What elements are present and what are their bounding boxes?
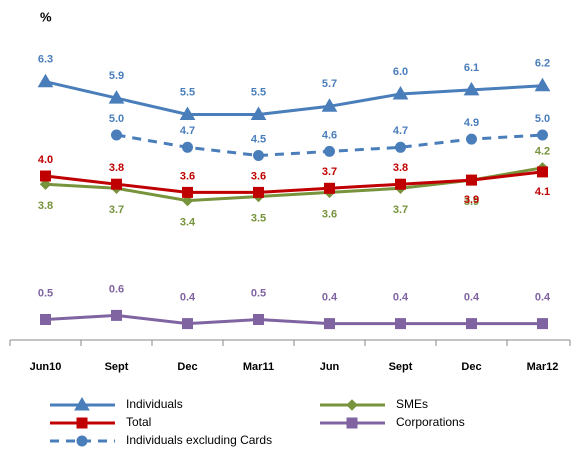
- data-label: 5.5: [251, 86, 266, 98]
- legend-label: Individuals excluding Cards: [126, 433, 272, 447]
- data-point: [111, 129, 122, 141]
- x-tick-label: Jun: [320, 361, 340, 373]
- data-label: 4.7: [180, 125, 195, 137]
- x-tick-label: Dec: [461, 361, 481, 373]
- data-point: [324, 318, 335, 330]
- data-label: 5.7: [322, 78, 337, 90]
- data-label: 3.8: [393, 162, 408, 174]
- data-label: 0.4: [322, 292, 338, 304]
- y-axis-label: %: [40, 9, 52, 24]
- data-point: [253, 150, 264, 161]
- data-point: [179, 106, 196, 120]
- data-point: [321, 98, 338, 112]
- data-label: 3.6: [180, 170, 195, 182]
- data-point: [39, 178, 52, 190]
- data-label: 4.9: [464, 117, 479, 129]
- data-label: 4.6: [322, 129, 337, 141]
- data-point: [40, 170, 51, 182]
- data-label: 0.4: [180, 292, 196, 304]
- data-label: 3.6: [322, 208, 337, 220]
- data-point: [466, 318, 477, 330]
- legend-label: Individuals: [126, 397, 183, 411]
- x-tick-label: Jun10: [30, 361, 62, 373]
- x-tick-label: Dec: [177, 361, 197, 373]
- data-point: [324, 145, 335, 157]
- data-label: 4.0: [38, 154, 53, 166]
- data-point: [182, 186, 193, 198]
- data-point: [111, 309, 122, 321]
- data-label: 6.3: [38, 54, 53, 66]
- data-point: [181, 194, 194, 207]
- data-point: [253, 186, 264, 198]
- series-line: [45, 170, 543, 194]
- data-label: 0.6: [109, 283, 124, 295]
- data-label: 0.4: [393, 292, 409, 304]
- data-label: 5.0: [535, 113, 550, 125]
- data-point: [40, 314, 51, 325]
- data-label: 0.5: [38, 287, 53, 299]
- legend-label: SMEs: [396, 397, 428, 411]
- legend-label: Corporations: [396, 415, 465, 429]
- data-label: 3.8: [109, 162, 124, 174]
- data-point: [537, 129, 548, 141]
- data-label: 3.9: [464, 196, 479, 208]
- data-point: [108, 90, 125, 104]
- data-label: 5.5: [180, 86, 195, 98]
- data-point: [466, 174, 477, 186]
- data-label: 3.8: [38, 200, 53, 212]
- legend-marker: [76, 417, 88, 429]
- data-label: 5.0: [109, 113, 124, 125]
- data-label: 3.5: [251, 212, 266, 224]
- data-label: 3.4: [180, 217, 196, 229]
- data-point: [534, 77, 551, 92]
- data-label: 0.4: [464, 292, 480, 304]
- data-label: 4.1: [535, 186, 550, 198]
- data-point: [37, 73, 54, 88]
- data-label: 0.4: [535, 292, 551, 304]
- data-point: [395, 318, 406, 330]
- series-line: [45, 313, 543, 326]
- data-label: 3.7: [393, 204, 408, 216]
- data-label: 4.2: [535, 146, 550, 158]
- data-label: 6.1: [464, 62, 479, 74]
- data-label: 0.5: [251, 287, 266, 299]
- series-line: [45, 80, 543, 116]
- data-point: [537, 318, 548, 330]
- data-label: 3.7: [322, 166, 337, 178]
- data-point: [395, 141, 406, 153]
- data-point: [182, 141, 193, 153]
- data-label: 6.2: [535, 58, 550, 70]
- data-point: [324, 182, 335, 194]
- data-point: [392, 86, 409, 100]
- legend-marker: [74, 397, 90, 411]
- legend-marker: [76, 435, 88, 447]
- legend-marker: [346, 399, 358, 411]
- data-point: [466, 133, 477, 145]
- data-point: [111, 178, 122, 190]
- data-label: 6.0: [393, 66, 408, 78]
- data-label: 5.9: [109, 70, 124, 82]
- data-label: 4.7: [393, 125, 408, 137]
- x-tick-label: Mar12: [527, 361, 559, 373]
- data-label: 3.9: [464, 194, 479, 206]
- data-label: 3.6: [251, 170, 266, 182]
- data-point: [253, 314, 264, 325]
- data-point: [182, 318, 193, 330]
- data-point: [463, 81, 480, 96]
- legend-label: Total: [126, 415, 151, 429]
- data-label: 4.5: [251, 133, 266, 145]
- data-point: [250, 106, 267, 120]
- x-tick-label: Mar11: [243, 361, 274, 373]
- legend-marker: [346, 417, 358, 429]
- data-point: [395, 178, 406, 190]
- x-tick-label: Sept: [105, 361, 129, 373]
- data-label: 3.7: [109, 204, 124, 216]
- x-tick-label: Sept: [389, 361, 413, 373]
- data-point: [537, 166, 548, 178]
